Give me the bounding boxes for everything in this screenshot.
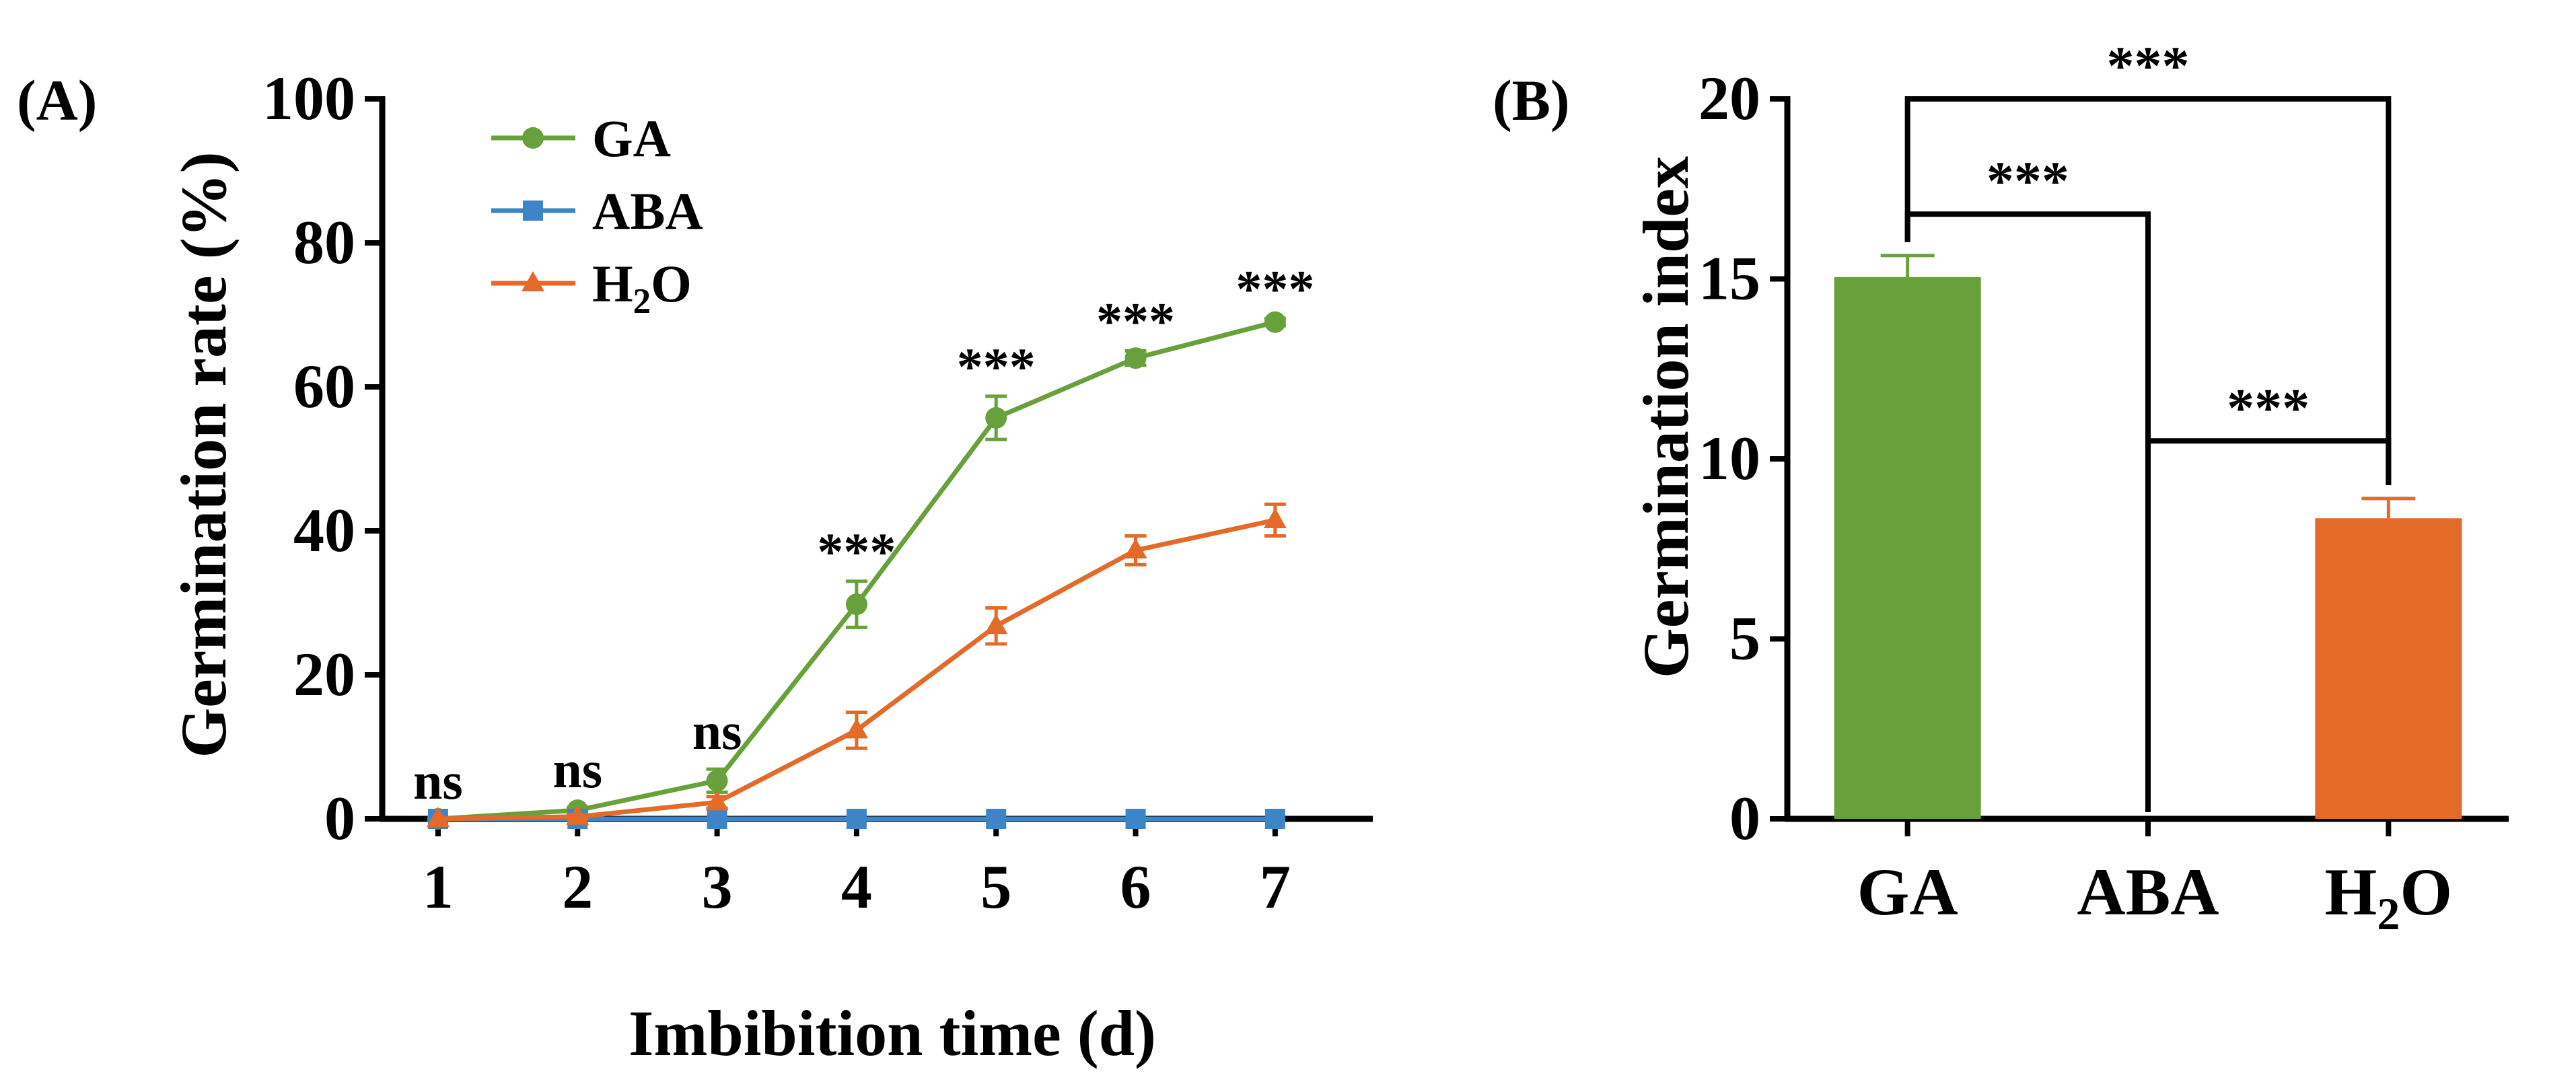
data-point: [845, 593, 867, 616]
legend-label-h2o: H2O: [592, 254, 692, 321]
panel-a-x-tick-label: 1: [423, 853, 454, 921]
panel-b-y-tick-label: 15: [1698, 244, 1760, 313]
data-point: [1124, 347, 1147, 369]
panel-a-label: (A): [17, 68, 97, 133]
data-point: [706, 770, 728, 792]
significance-label: ns: [552, 740, 602, 799]
significance-label: ***: [2107, 35, 2190, 96]
significance-label: ***: [1987, 150, 2069, 211]
data-point: [1125, 809, 1146, 829]
panel-a-x-tick-label: 6: [1120, 853, 1151, 921]
panel-b-y-tick-label: 5: [1729, 604, 1760, 673]
panel-a-y-tick-label: 60: [293, 352, 355, 421]
legend-label-ga: GA: [592, 109, 671, 168]
panel-a-series: [426, 311, 1287, 830]
significance-bracket: [1904, 96, 2392, 485]
panel-a-x-axis-label: Imbibition time (d): [629, 997, 1156, 1069]
data-point: [1124, 538, 1147, 558]
data-point: [1264, 809, 1285, 829]
panel-b: (B) Germination index 0 5 10 15 20 GA ABA H2O *…: [1493, 35, 2509, 939]
data-point: [845, 718, 868, 739]
data-point: [846, 809, 867, 829]
panel-a-y-axis-label: Germination rate (%): [168, 151, 240, 758]
data-point: [985, 614, 1008, 634]
panel-b-x-tick-label: H2O: [2325, 855, 2453, 939]
significance-label: ***: [957, 337, 1036, 396]
panel-b-y-tick-label: 20: [1698, 64, 1760, 133]
panel-b-x-tick-label: GA: [1857, 855, 1958, 929]
data-point: [1264, 311, 1286, 333]
significance-label: ns: [413, 752, 463, 810]
panel-b-y-axis-label: Germination index: [1630, 156, 1702, 678]
data-point: [985, 407, 1007, 429]
panel-a-x-tick-label: 5: [980, 853, 1011, 921]
legend-label-aba: ABA: [592, 182, 703, 240]
significance-label: ***: [1236, 259, 1314, 318]
panel-a-x-tick-label: 2: [562, 853, 593, 921]
panel-a-y-tick-label: 20: [293, 640, 355, 709]
panel-a: (A) Germination rate (%) Imbibition time…: [17, 64, 1373, 1069]
panel-b-bars: [1834, 254, 2462, 819]
panel-b-y-tick-label: 0: [1729, 784, 1760, 853]
panel-b-x-tick-label: ABA: [2077, 855, 2219, 929]
panel-b-label: (B): [1493, 68, 1570, 133]
data-point: [566, 804, 589, 825]
data-point: [707, 809, 727, 829]
panel-a-x-tick-label: 7: [1260, 853, 1291, 921]
legend-marker-aba: [523, 201, 543, 221]
significance-bracket: [2145, 438, 2392, 812]
significance-label: ***: [2227, 377, 2310, 438]
panel-a-x-tick-label: 3: [702, 853, 733, 921]
panel-a-y-tick-label: 100: [262, 64, 355, 133]
bar-h2o: [2315, 518, 2462, 819]
panel-a-y-tick-label: 40: [293, 496, 355, 565]
panel-b-significance-brackets: *** *** ***: [1904, 35, 2392, 812]
data-point: [986, 809, 1007, 829]
legend-marker-ga: [522, 127, 544, 149]
significance-label: ***: [1096, 292, 1175, 351]
panel-a-y-tick-label: 80: [293, 208, 355, 277]
series-h2o: [426, 502, 1287, 827]
panel-a-axes: [365, 96, 1373, 836]
data-point: [705, 790, 729, 811]
panel-a-tick-labels: 0 20 40 60 80 100 1 2 3 4 5 6 7: [262, 64, 1291, 921]
panel-a-legend: GA ABA H2O: [491, 109, 703, 321]
panel-b-y-tick-label: 10: [1698, 424, 1760, 493]
panel-a-significance-labels: ns ns ns *** *** *** ***: [413, 259, 1314, 810]
significance-label: ns: [692, 702, 742, 760]
bar-ga: [1834, 277, 1981, 819]
legend-marker-h2o: [522, 271, 544, 291]
panel-a-y-tick-label: 0: [324, 784, 355, 853]
significance-label: ***: [817, 522, 896, 581]
panel-a-x-tick-label: 4: [841, 853, 872, 921]
data-point: [1263, 507, 1287, 528]
data-point: [426, 807, 450, 827]
